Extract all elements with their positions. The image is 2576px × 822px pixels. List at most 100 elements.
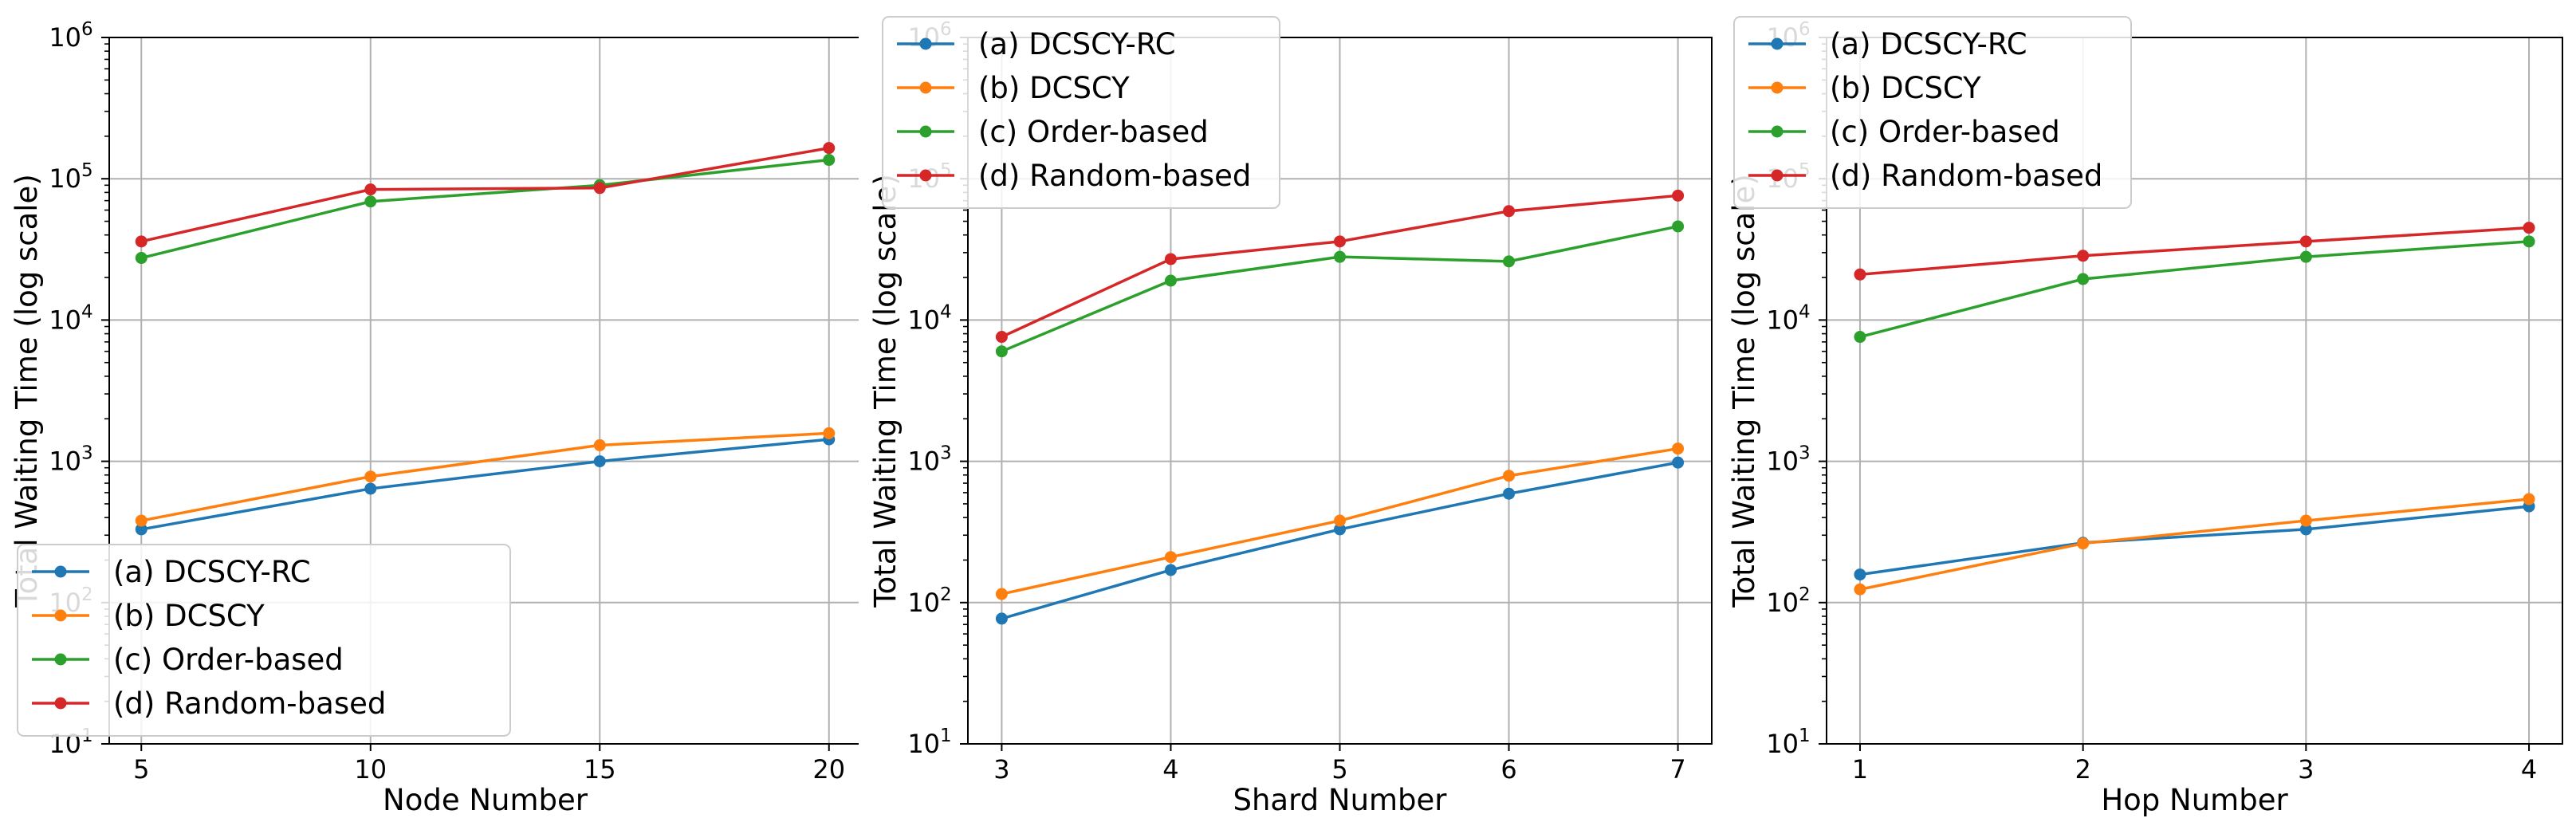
data-point — [1334, 523, 1346, 536]
x-axis-label: Node Number — [383, 783, 588, 817]
data-point — [1334, 514, 1346, 527]
y-tick-label: 103 — [49, 443, 92, 477]
data-point — [593, 439, 606, 451]
data-point — [1672, 456, 1685, 469]
x-tick-label: 1 — [1852, 754, 1868, 785]
legend-marker — [1771, 37, 1784, 50]
legend-item-d-random-based: (d) Random-based — [32, 686, 386, 721]
y-tick-label: 103 — [907, 443, 951, 477]
data-point — [1672, 220, 1685, 233]
legend-marker — [919, 125, 932, 138]
y-tick-label: 102 — [1766, 584, 1810, 618]
y-axis-label: Total Waiting Time (log scale) — [1727, 174, 1761, 608]
y-tick-label: 104 — [1766, 301, 1810, 335]
series-c-order-based — [135, 154, 836, 265]
legend-item-c-order-based: (c) Order-based — [1748, 115, 2060, 149]
series-c-order-based — [1854, 235, 2535, 344]
legend-label: (d) Random-based — [978, 159, 1251, 193]
data-point — [135, 523, 147, 536]
series-line — [1859, 240, 2530, 339]
series-line — [140, 146, 830, 243]
series-d-random-based — [1854, 222, 2535, 281]
legend-item-b-dcscy: (b) DCSCY — [1748, 71, 1981, 105]
data-point — [2299, 250, 2312, 263]
data-point — [1854, 583, 1866, 596]
legend-item-a-dcscy-rc: (a) DCSCY-RC — [1748, 27, 2027, 61]
legend-label: (c) Order-based — [978, 115, 1209, 149]
series-line — [1859, 226, 2530, 277]
legend-marker — [919, 81, 932, 94]
data-point — [2077, 250, 2090, 262]
legend-item-a-dcscy-rc: (a) DCSCY-RC — [32, 555, 311, 589]
data-point — [995, 588, 1008, 600]
data-point — [364, 183, 377, 196]
x-tick-label: 4 — [2521, 754, 2537, 785]
legend-marker — [1771, 169, 1784, 182]
data-point — [1672, 189, 1685, 202]
legend-box — [882, 16, 1280, 209]
series-d-random-based — [135, 142, 836, 248]
panel-shard-number: 34567101102103104105106Shard NumberTotal… — [859, 0, 1717, 822]
legend: (a) DCSCY-RC (b) DCSCY (c) Order-based (d) … — [882, 16, 1280, 209]
x-tick-label: 3 — [2298, 754, 2314, 785]
data-point — [1334, 250, 1346, 263]
legend-item-a-dcscy-rc: (a) DCSCY-RC — [897, 27, 1176, 61]
data-point — [2077, 273, 2090, 285]
x-tick-label: 5 — [1331, 754, 1347, 785]
x-tick-label: 4 — [1162, 754, 1178, 785]
series-b-dcscy — [135, 427, 836, 527]
chart-node-number: 5101520101102103104105106Node NumberTota… — [10, 19, 859, 817]
y-tick-label: 104 — [907, 301, 951, 335]
series-c-order-based — [995, 220, 1685, 358]
legend-label: (a) DCSCY-RC — [1830, 27, 2027, 61]
legend-box — [1733, 16, 2132, 209]
legend-label: (a) DCSCY-RC — [113, 555, 311, 589]
series-b-dcscy — [1854, 493, 2535, 596]
legend-label: (a) DCSCY-RC — [978, 27, 1176, 61]
data-point — [593, 455, 606, 468]
data-point — [2299, 514, 2312, 527]
legend-label: (c) Order-based — [1830, 115, 2060, 149]
data-point — [1503, 487, 1516, 500]
legend-marker — [919, 37, 932, 50]
data-point — [2523, 222, 2535, 234]
data-point — [364, 195, 377, 208]
series-d-random-based — [995, 189, 1685, 344]
x-tick-label: 15 — [584, 754, 616, 785]
data-point — [2077, 537, 2090, 550]
legend-item-d-random-based: (d) Random-based — [897, 159, 1251, 193]
legend-item-c-order-based: (c) Order-based — [897, 115, 1209, 149]
panel-node-number: 5101520101102103104105106Node NumberTota… — [0, 0, 859, 822]
data-point — [995, 612, 1008, 625]
legend-marker — [1771, 125, 1784, 138]
legend-marker — [54, 653, 67, 666]
data-point — [1503, 255, 1516, 268]
legend-label: (b) DCSCY — [1830, 71, 1981, 105]
x-tick-label: 20 — [812, 754, 845, 785]
legend-label: (d) Random-based — [1830, 159, 2102, 193]
legend-marker — [54, 565, 67, 578]
plot-frame — [108, 37, 859, 745]
y-tick-label: 104 — [49, 301, 92, 335]
series-line — [140, 431, 829, 522]
legend-label: (b) DCSCY — [113, 599, 265, 633]
y-axis-label: Total Waiting Time (log scale) — [868, 174, 903, 608]
x-tick-label: 5 — [133, 754, 149, 785]
series-line — [140, 158, 829, 260]
series-a-dcscy-rc — [995, 456, 1685, 625]
data-point — [1164, 551, 1177, 564]
y-axis-label: Total Waiting Time (log scale) — [10, 174, 44, 608]
data-point — [2299, 523, 2312, 536]
data-point — [135, 235, 147, 248]
legend-label: (b) DCSCY — [978, 71, 1130, 105]
data-point — [1164, 274, 1177, 287]
series-a-dcscy-rc — [135, 433, 836, 536]
legend-marker — [1771, 81, 1784, 94]
y-tick-label: 101 — [1766, 726, 1810, 759]
legend-box — [17, 544, 511, 737]
legend-label: (d) Random-based — [113, 686, 386, 721]
legend-item-b-dcscy: (b) DCSCY — [32, 599, 265, 633]
data-point — [1672, 442, 1685, 455]
